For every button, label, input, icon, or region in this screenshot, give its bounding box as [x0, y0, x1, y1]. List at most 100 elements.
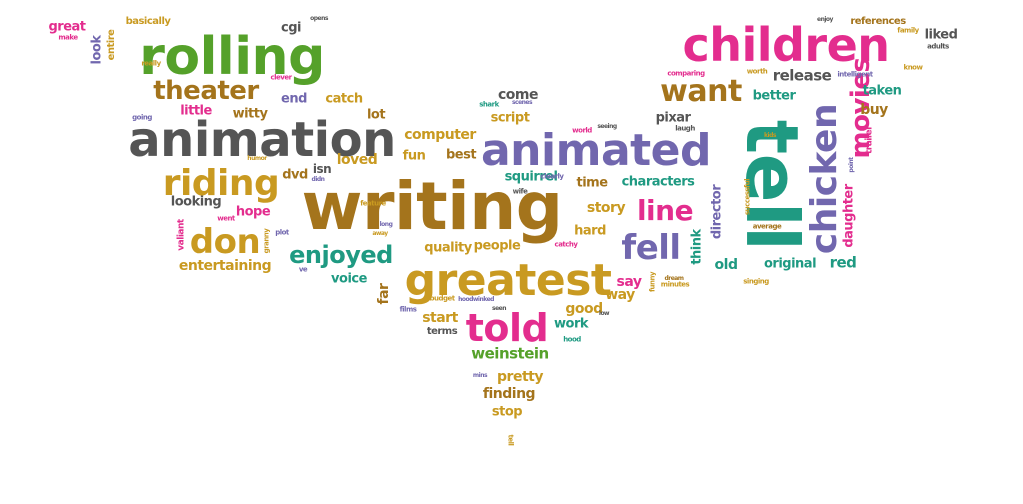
- cloud-word: budget: [429, 294, 455, 303]
- cloud-word: finding: [482, 386, 536, 402]
- cloud-word: opens: [310, 15, 328, 22]
- cloud-word: isn: [312, 162, 332, 176]
- cloud-word: world: [572, 126, 592, 135]
- cloud-word: director: [709, 184, 725, 240]
- cloud-word: adults: [927, 42, 949, 51]
- cloud-word: start: [422, 310, 458, 326]
- cloud-word: entire: [106, 29, 117, 61]
- cloud-word: buy: [860, 102, 888, 118]
- cloud-word: better: [752, 88, 796, 104]
- cloud-word: humor: [247, 155, 267, 162]
- cloud-word: valiant: [176, 219, 187, 251]
- cloud-word: terms: [426, 326, 458, 337]
- cloud-word: laugh: [675, 124, 695, 133]
- cloud-word: entertaining: [178, 258, 272, 274]
- cloud-word: granny: [262, 228, 271, 254]
- cloud-word: end: [281, 91, 307, 107]
- cloud-word: liked: [924, 27, 958, 43]
- cloud-word: really: [141, 59, 161, 68]
- cloud-word: didn: [311, 176, 325, 183]
- cloud-word: minutes: [660, 280, 690, 289]
- cloud-word: family: [897, 26, 919, 35]
- cloud-word: make: [58, 33, 78, 42]
- cloud-word: best: [445, 147, 477, 163]
- cloud-word: pretty: [497, 369, 543, 385]
- cloud-word: animated: [480, 125, 712, 176]
- cloud-word: fell: [621, 228, 681, 268]
- cloud-word: ve: [298, 265, 308, 274]
- cloud-word: told: [465, 306, 549, 350]
- cloud-word: writing: [301, 168, 563, 245]
- cloud-word: went: [217, 214, 235, 223]
- cloud-word: comparing: [667, 69, 705, 78]
- cloud-word: want: [660, 74, 742, 109]
- cloud-word: way: [605, 287, 635, 303]
- cloud-word: plot: [275, 228, 289, 237]
- cloud-word: stop: [491, 404, 523, 420]
- cloud-word: squirrel: [504, 169, 558, 185]
- cloud-word: hard: [574, 223, 606, 239]
- cloud-word: away: [372, 230, 388, 237]
- cloud-word: successful: [743, 179, 752, 215]
- cloud-word: old: [714, 257, 738, 273]
- cloud-word: looking: [170, 194, 222, 210]
- cloud-word: script: [490, 110, 530, 126]
- cloud-word: seen: [492, 305, 506, 312]
- cloud-word: cgi: [281, 20, 301, 36]
- cloud-word: singing: [743, 277, 769, 286]
- cloud-word: point: [848, 157, 855, 173]
- cloud-word: voice: [331, 271, 367, 287]
- cloud-word: wife: [512, 187, 528, 196]
- cloud-word: red: [829, 253, 857, 272]
- cloud-word: kids: [764, 132, 776, 139]
- cloud-word: hoodwinked: [458, 296, 494, 303]
- cloud-word: catchy: [554, 240, 578, 249]
- cloud-word: animation: [128, 112, 396, 168]
- cloud-word: feature: [360, 199, 386, 208]
- cloud-word: lot: [366, 107, 386, 123]
- cloud-word: dream: [664, 275, 684, 282]
- cloud-word: films: [399, 305, 417, 314]
- cloud-word: pixar: [655, 110, 691, 126]
- cloud-word: theater: [153, 76, 259, 106]
- cloud-word: line: [636, 194, 694, 227]
- cloud-word: children: [682, 18, 890, 72]
- cloud-word: going: [132, 113, 152, 122]
- cloud-word: know: [903, 63, 923, 72]
- cloud-word: basically: [125, 16, 171, 27]
- cloud-word: intelligent: [837, 70, 873, 79]
- cloud-word: scenes: [511, 99, 533, 106]
- cloud-word: time: [576, 175, 608, 191]
- cloud-word: dvd: [282, 167, 308, 183]
- cloud-word: come: [498, 87, 539, 103]
- cloud-word: story: [586, 200, 626, 216]
- cloud-word: characters: [621, 174, 695, 190]
- cloud-word: look: [89, 35, 105, 65]
- cloud-word: people: [473, 238, 521, 254]
- cloud-word: taken: [862, 83, 902, 99]
- cloud-word: references: [850, 16, 906, 27]
- cloud-word: great: [48, 19, 86, 35]
- cloud-word: long: [379, 221, 393, 228]
- cloud-word: catch: [325, 91, 363, 107]
- cloud-word: fun: [402, 148, 426, 164]
- cloud-word: say: [616, 274, 642, 290]
- cloud-word: hope: [235, 204, 271, 220]
- cloud-word: seeing: [597, 123, 617, 130]
- cloud-word: greatest: [404, 255, 612, 306]
- cloud-word: daughter: [841, 184, 857, 248]
- cloud-word: clearly: [540, 172, 564, 181]
- cloud-word: work: [554, 316, 589, 332]
- cloud-word: don: [189, 222, 261, 262]
- cloud-word: trailer: [864, 125, 875, 155]
- cloud-word: good: [565, 301, 603, 317]
- cloud-word: witty: [232, 106, 268, 122]
- cloud-word: worth: [746, 67, 768, 76]
- cloud-word: clever: [270, 73, 292, 82]
- cloud-word: tell: [506, 434, 515, 446]
- cloud-word: enjoy: [817, 16, 833, 23]
- cloud-word: average: [752, 222, 782, 231]
- cloud-word: riding: [162, 163, 280, 204]
- cloud-word: loved: [336, 152, 378, 168]
